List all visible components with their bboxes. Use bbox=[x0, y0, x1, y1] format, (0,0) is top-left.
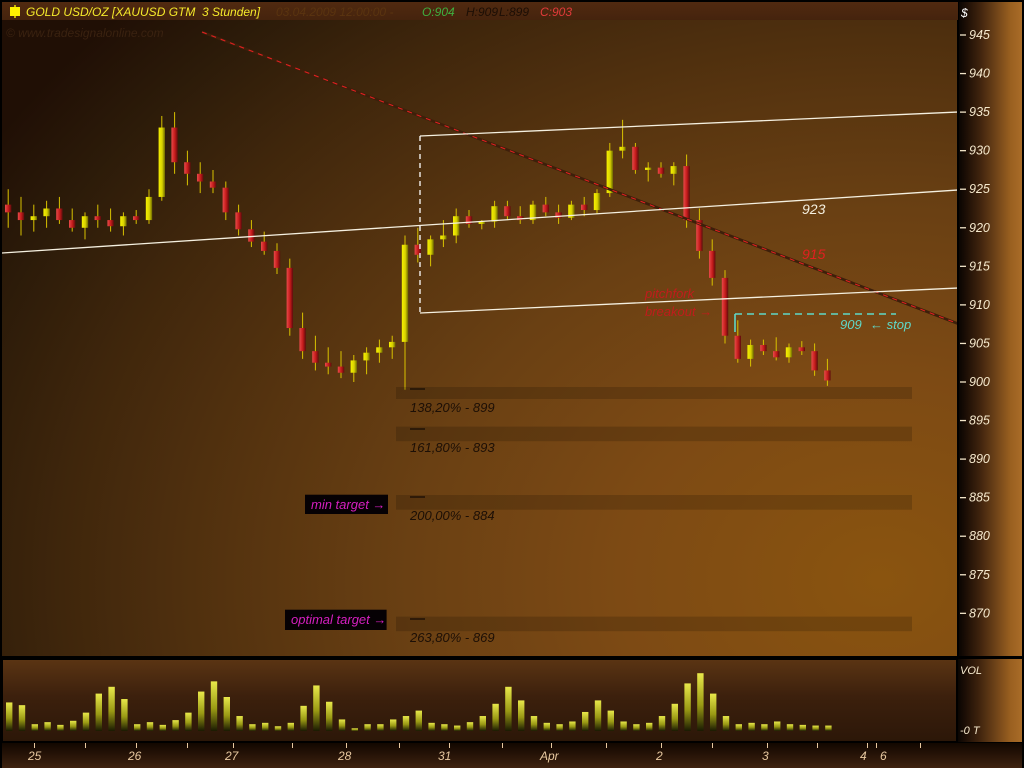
svg-text:909: 909 bbox=[840, 317, 862, 332]
svg-text:← stop: ← stop bbox=[870, 317, 911, 332]
svg-text:915: 915 bbox=[802, 246, 826, 262]
svg-text:923: 923 bbox=[802, 201, 826, 217]
svg-text:138,20% - 899: 138,20% - 899 bbox=[410, 400, 495, 415]
svg-text:263,80% - 869: 263,80% - 869 bbox=[409, 630, 495, 645]
svg-text:breakout →: breakout → bbox=[645, 304, 712, 319]
svg-text:200,00% - 884: 200,00% - 884 bbox=[409, 508, 495, 523]
svg-text:pitchfork: pitchfork bbox=[644, 286, 696, 301]
svg-text:min target →: min target → bbox=[311, 497, 385, 512]
svg-text:161,80% - 893: 161,80% - 893 bbox=[410, 440, 495, 455]
svg-text:optimal target →: optimal target → bbox=[291, 612, 386, 627]
